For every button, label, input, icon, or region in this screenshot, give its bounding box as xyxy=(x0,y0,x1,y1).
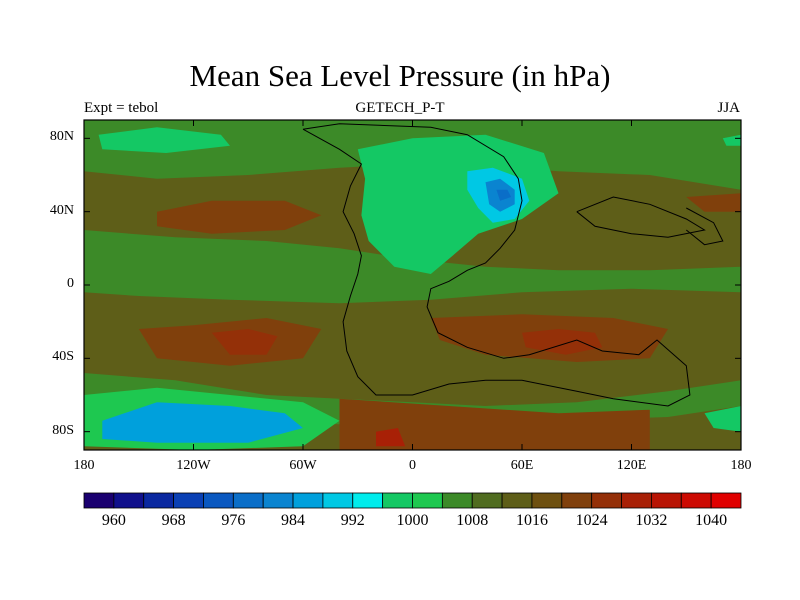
colorbar-box xyxy=(561,492,593,509)
pressure-region xyxy=(686,193,741,212)
y-tick-label: 80N xyxy=(49,129,74,145)
pressure-region xyxy=(522,329,603,355)
colorbar-label: 976 xyxy=(221,512,246,529)
experiment-label: Expt = tebol xyxy=(84,100,159,116)
colorbar-label: 1000 xyxy=(396,512,429,529)
colorbar-box xyxy=(591,492,622,509)
pressure-region xyxy=(704,406,741,432)
y-tick-label: 40S xyxy=(52,349,74,365)
colorbar-box xyxy=(441,492,473,509)
colorbar-box xyxy=(143,492,174,509)
x-tick-label: 60E xyxy=(510,458,534,473)
pressure-region xyxy=(339,398,650,450)
colorbar-label: 968 xyxy=(161,512,186,529)
dataset-label: GETECH_P-T xyxy=(355,100,445,116)
colorbar-label: 1040 xyxy=(695,512,728,529)
colorbar-box xyxy=(501,492,533,509)
colorbar-box xyxy=(412,492,443,509)
colorbar-label: 984 xyxy=(281,512,306,529)
pressure-region xyxy=(98,127,230,153)
coastline xyxy=(302,123,691,407)
y-tick-label: 40N xyxy=(49,202,74,218)
colorbar-label: 992 xyxy=(340,512,365,529)
colorbar-box xyxy=(680,492,712,509)
colorbar-label: 1008 xyxy=(456,512,489,529)
x-tick-label: 60W xyxy=(289,458,317,473)
colorbar-label: 1024 xyxy=(575,512,608,529)
colorbar-box xyxy=(203,492,234,509)
x-tick-label: 0 xyxy=(409,458,416,473)
colorbar-box xyxy=(173,492,204,509)
colorbar-label: 960 xyxy=(101,512,126,529)
map-title: Mean Sea Level Pressure (in hPa) xyxy=(189,58,611,93)
colorbar-box xyxy=(710,492,742,509)
pressure-region xyxy=(376,428,406,447)
colorbar-box xyxy=(322,492,354,509)
y-tick-label: 80S xyxy=(52,422,74,438)
colorbar-box xyxy=(292,492,324,509)
colorbar-box xyxy=(352,492,384,509)
pressure-field xyxy=(84,120,741,450)
x-tick-label: 120E xyxy=(616,458,647,473)
colorbar-box xyxy=(531,492,563,509)
pressure-region xyxy=(102,402,303,443)
pressure-region xyxy=(157,200,322,234)
coastline xyxy=(576,196,706,238)
colorbar-box xyxy=(651,492,682,509)
colorbar-box xyxy=(382,492,413,509)
coastline xyxy=(685,207,724,246)
pressure-region xyxy=(357,134,559,274)
colorbar-box xyxy=(113,492,145,509)
season-label: JJA xyxy=(717,100,740,116)
colorbar-box xyxy=(471,492,503,509)
x-tick-label: 180 xyxy=(730,458,752,473)
colorbar-box xyxy=(232,492,264,509)
pressure-region xyxy=(496,189,512,201)
x-tick-label: 180 xyxy=(73,458,95,473)
colorbar-box xyxy=(83,492,115,509)
pressure-region xyxy=(211,329,278,355)
colorbar-label: 1016 xyxy=(515,512,548,529)
x-tick-label: 120W xyxy=(176,458,211,473)
colorbar-box xyxy=(262,492,294,509)
colorbar-label: 1032 xyxy=(635,512,668,529)
colorbar-box xyxy=(621,492,652,509)
y-tick-label: 0 xyxy=(67,276,74,291)
pressure-region xyxy=(722,134,741,146)
